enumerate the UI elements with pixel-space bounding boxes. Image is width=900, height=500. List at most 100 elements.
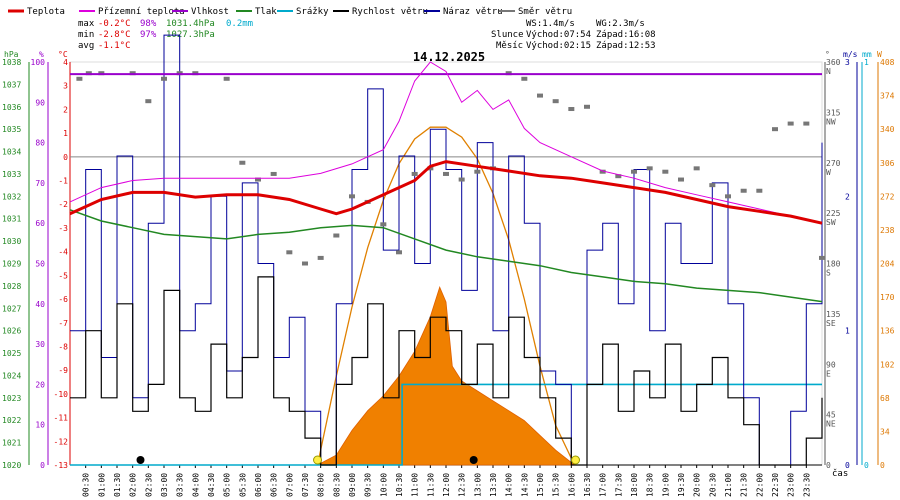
legend-item-srazky: Srážky (277, 7, 329, 17)
tick-label-direction-name: NE (826, 420, 836, 429)
tick-label-direction-degrees: 180 (826, 260, 841, 269)
tick-label-temp: -1 (58, 177, 68, 186)
wind-direction-point (161, 76, 167, 81)
tick-label-time: 23:00 (787, 473, 796, 497)
wind-direction-point (756, 188, 763, 193)
tick-label-direction-name: W (826, 168, 831, 177)
wind-direction-point (396, 250, 402, 255)
series-solar-radiation (317, 286, 576, 466)
tick-label-time: 21:30 (740, 473, 749, 497)
wind-direction-point (427, 166, 434, 171)
wind-direction-point (458, 177, 465, 182)
wind-speed-info: WS:1.4m/s (526, 19, 575, 29)
tick-label-wind: 2 (845, 192, 850, 201)
legend-label-teplota: Teplota (27, 7, 65, 17)
tick-label-temp: 1 (63, 129, 68, 138)
stat-max-label: max (78, 19, 95, 29)
tick-label-hpa: 1029 (2, 260, 21, 269)
tick-label-hpa: 1037 (2, 80, 21, 89)
tick-label-temp: 4 (63, 58, 68, 67)
legend-label-rychlost-vetru: Rychlost větru (352, 7, 428, 17)
tick-label-hpa: 1038 (2, 58, 21, 67)
wind-direction-point (584, 104, 590, 109)
tick-label-wind: 0 (845, 461, 850, 470)
wind-direction-point (819, 255, 825, 260)
tick-label-direction-degrees: 135 (826, 310, 841, 319)
tick-label-time: 15:30 (552, 473, 561, 497)
tick-label-time: 09:30 (364, 473, 373, 497)
wind-direction-point (693, 166, 700, 171)
tick-label-hpa: 1021 (2, 439, 21, 448)
legend-label-tlak: Tlak (255, 7, 277, 17)
tick-label-time: 03:00 (160, 473, 169, 497)
wind-direction-point (568, 107, 575, 112)
tick-label-hpa: 1027 (2, 304, 21, 313)
unit-headers: hPa % °C ° m/s mm W (4, 50, 882, 59)
tick-label-hpa: 1036 (2, 103, 21, 112)
tick-label-direction-name: S (826, 269, 831, 278)
tick-label-hpa: 1031 (2, 215, 21, 224)
tick-label-rain: 0 (864, 461, 869, 470)
tick-label-direction-name: SW (826, 218, 836, 227)
tick-label-direction-degrees: 225 (826, 209, 841, 218)
tick-label-time: 06:30 (270, 473, 279, 497)
wind-direction-point (349, 194, 355, 199)
tick-label-temp: -4 (58, 248, 68, 257)
tick-label-hpa: 1032 (2, 192, 21, 201)
wind-direction-point (333, 233, 340, 238)
legend-label-naraz-vetru: Náraz větru (443, 7, 503, 17)
wind-direction-point (787, 121, 794, 126)
tick-labels: 1038103710361035103410331032103110301029… (2, 58, 895, 497)
tick-label-time: 23:30 (802, 473, 811, 497)
tick-label-time: 19:00 (661, 473, 670, 497)
moonset-marker (469, 456, 478, 464)
wind-direction-point (772, 127, 778, 132)
wind-direction-point (599, 169, 606, 174)
info-block: WS:1.4m/s WG:2.3m/s Slunce Východ:07:54 … (491, 19, 656, 51)
wind-direction-point (270, 171, 277, 176)
wind-direction-point (615, 174, 622, 179)
wind-gust-info: WG:2.3m/s (596, 19, 645, 29)
tick-label-time: 06:00 (254, 473, 263, 497)
tick-label-time: 17:30 (614, 473, 623, 497)
unit-solar: W (877, 50, 882, 59)
series-tlak (69, 209, 823, 303)
tick-label-temp: -3 (58, 224, 68, 233)
tick-label-direction-degrees: 315 (826, 108, 841, 117)
tick-label-time: 20:00 (693, 473, 702, 497)
unit-hpa: hPa (4, 50, 19, 59)
legend-item-tlak: Tlak (236, 7, 277, 17)
tick-label-solar: 238 (880, 226, 895, 235)
tick-label-hpa: 1022 (2, 416, 21, 425)
tick-label-temp: -8 (58, 342, 68, 351)
wind-direction-point (302, 261, 308, 266)
wind-direction-point (380, 222, 387, 227)
tick-label-solar: 340 (880, 125, 895, 134)
legend-item-prizemni-teplota: Přízemní teplota (79, 7, 185, 17)
tick-label-time: 20:30 (708, 473, 717, 497)
tick-label-solar: 374 (880, 92, 895, 101)
tick-label-humidity: 0 (40, 461, 45, 470)
tick-label-temp: 0 (63, 153, 68, 162)
series-teplota (69, 160, 823, 225)
tick-label-wind: 3 (845, 58, 850, 67)
tick-label-direction-degrees: 0 (826, 461, 831, 470)
tick-label-time: 10:00 (379, 473, 388, 497)
wind-direction-point (537, 93, 543, 98)
tick-label-humidity: 20 (35, 380, 45, 389)
tick-label-time: 14:30 (520, 473, 529, 497)
tick-label-temp: -12 (54, 437, 69, 446)
tick-label-hpa: 1025 (2, 349, 21, 358)
stat-max-rain: 0.2mm (226, 19, 253, 29)
tick-label-time: 22:30 (771, 473, 780, 497)
series-prizemni-teplota (69, 61, 823, 224)
tick-label-time: 01:00 (97, 473, 106, 497)
stat-min-press: 1027.3hPa (166, 30, 215, 40)
tick-label-temp: -5 (58, 271, 68, 280)
tick-label-temp: -9 (58, 366, 68, 375)
wind-direction-point (443, 171, 449, 176)
tick-label-solar: 34 (880, 427, 890, 436)
tick-label-direction-degrees: 270 (826, 159, 841, 168)
tick-label-humidity: 70 (35, 179, 45, 188)
wind-direction-point (255, 177, 261, 182)
